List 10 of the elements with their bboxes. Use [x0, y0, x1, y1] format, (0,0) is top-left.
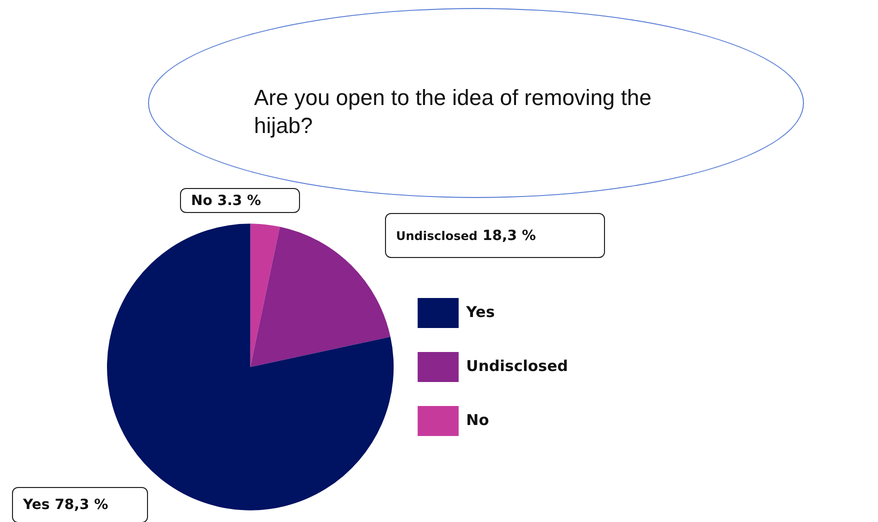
data-label: 78,3 %: [54, 497, 108, 513]
data-label: 3.3 %: [217, 192, 262, 208]
chart-title: Are you open to the idea of removing the hijab?: [254, 84, 652, 140]
legend-label: Undisclosed: [466, 356, 568, 375]
slice-label: Undisclosed: [396, 228, 478, 242]
slice-label: No: [191, 192, 212, 208]
data-label: 18,3 %: [482, 228, 536, 244]
slice-label: Yes: [23, 497, 50, 513]
legend-label: No: [466, 410, 490, 429]
legend-label: Yes: [465, 302, 495, 321]
